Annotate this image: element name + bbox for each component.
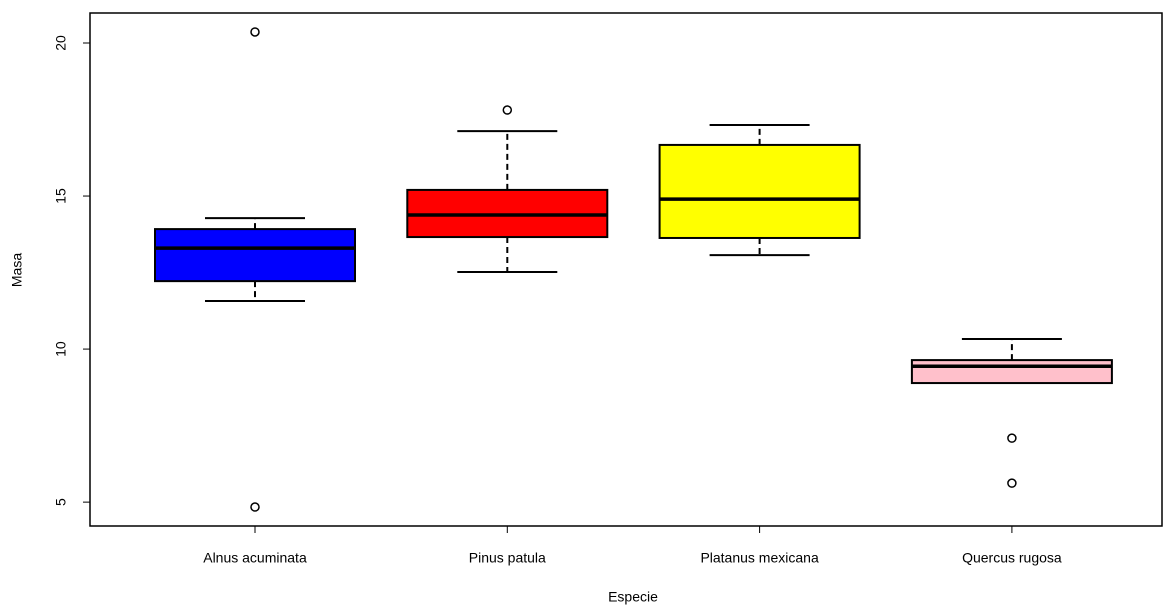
- box: [154, 228, 356, 283]
- outlier: [1007, 433, 1017, 443]
- y-tick-label: 20: [53, 35, 69, 51]
- box: [910, 359, 1113, 385]
- x-tick-label: Pinus patula: [469, 550, 546, 566]
- outlier: [250, 27, 260, 37]
- box: [658, 143, 861, 239]
- outlier: [1007, 478, 1017, 488]
- y-axis-label: Masa: [9, 253, 25, 287]
- outlier: [250, 502, 260, 512]
- outlier: [502, 105, 513, 115]
- y-tick-label: 5: [53, 498, 69, 506]
- x-axis-label: Especie: [608, 589, 658, 605]
- y-tick-label: 15: [53, 188, 69, 204]
- x-tick-label: Alnus acuminata: [203, 550, 307, 566]
- x-tick-label: Quercus rugosa: [962, 550, 1062, 566]
- y-tick-label: 10: [53, 341, 69, 357]
- x-tick-label: Platanus mexicana: [700, 550, 819, 566]
